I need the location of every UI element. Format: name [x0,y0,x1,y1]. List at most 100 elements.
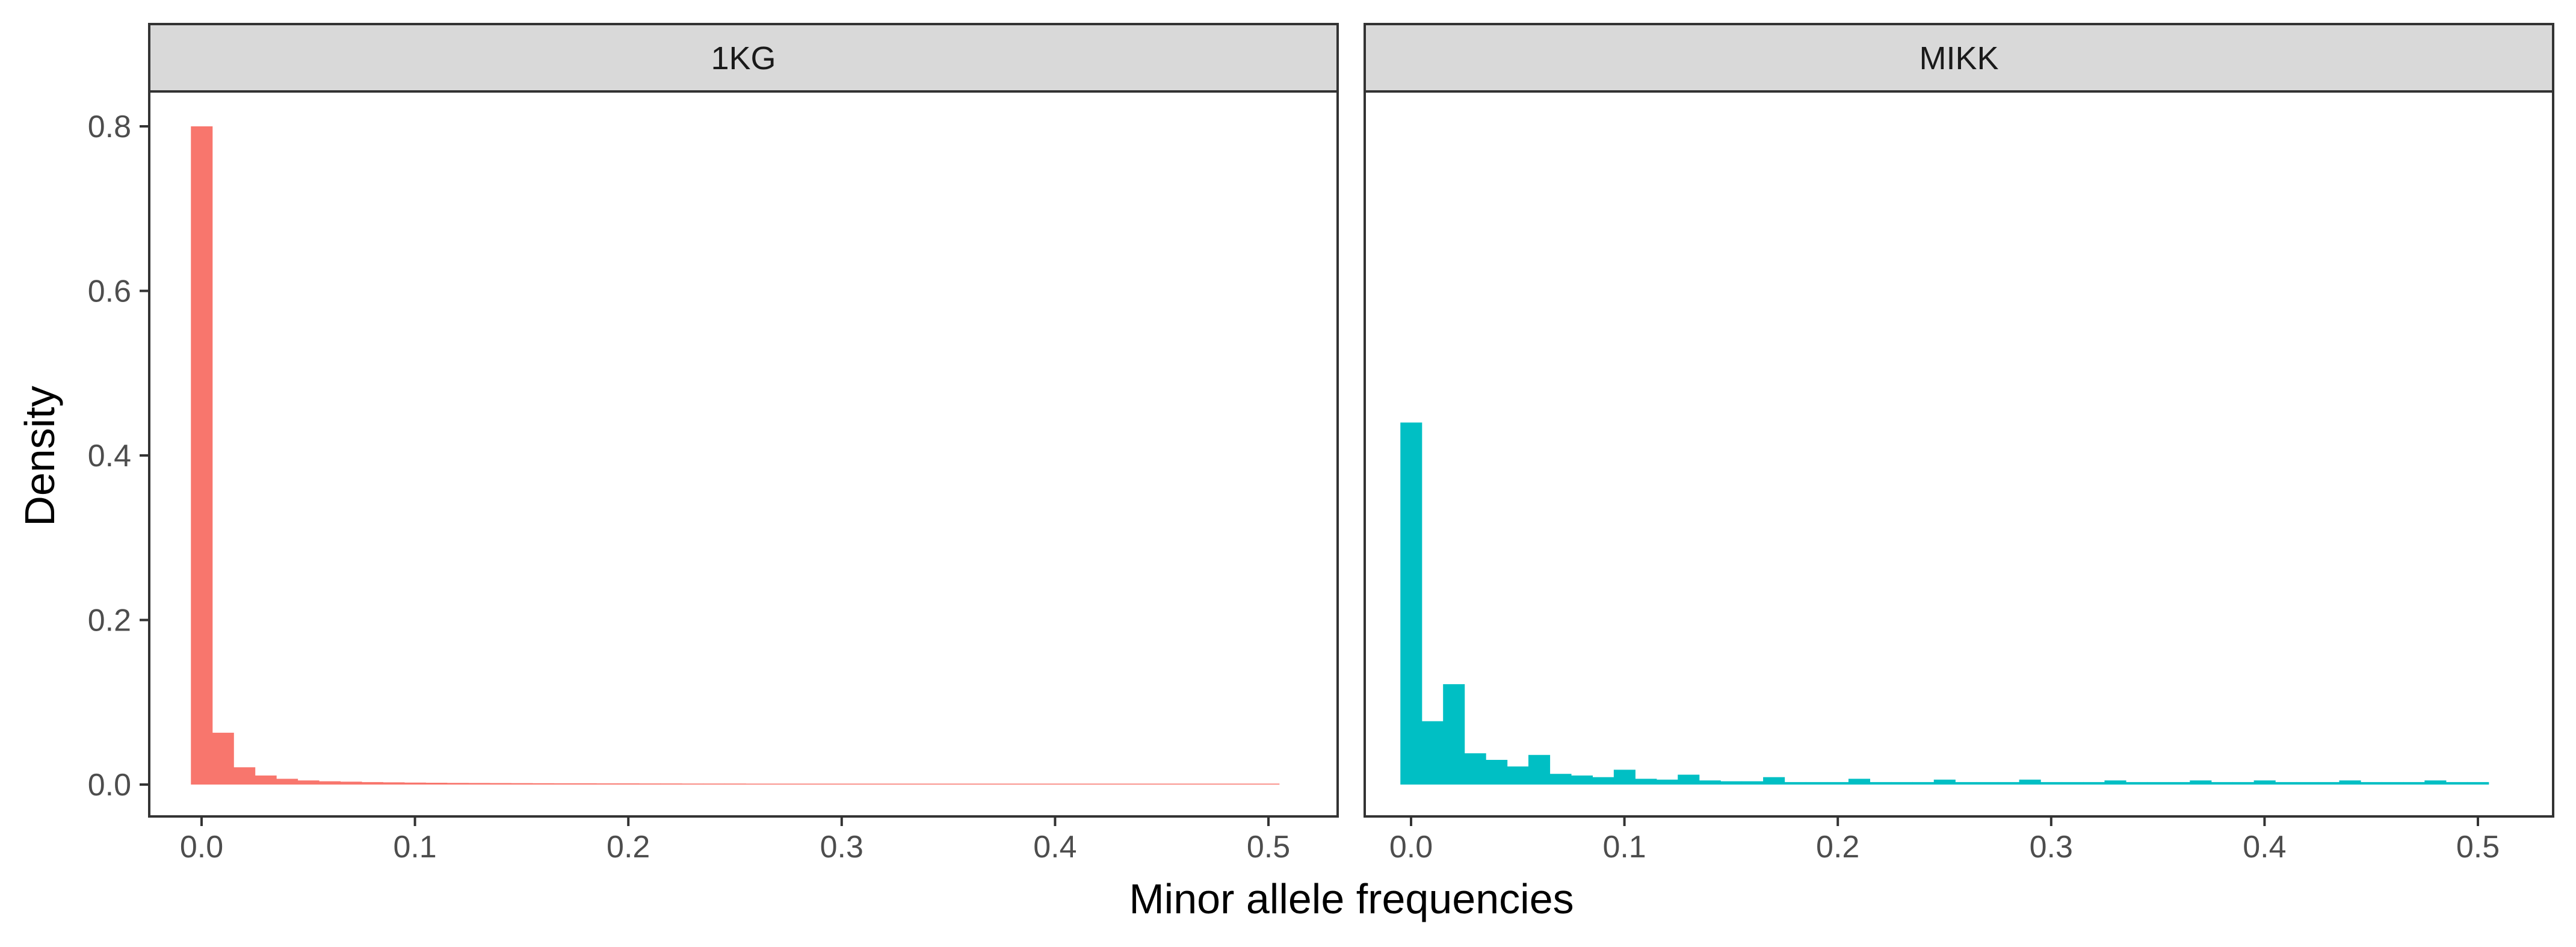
histogram-bar [1741,781,1764,785]
y-axis: 0.0 0.2 0.4 0.6 0.8 [88,110,149,803]
histogram-bar [1571,775,1593,785]
histogram-bar [2147,782,2169,785]
x-tick-label: 0.1 [1602,830,1646,865]
histogram-bar [2467,782,2489,785]
histogram-bar [1421,721,1444,785]
histogram-bar [1443,684,1465,785]
histogram-bar [1464,753,1486,785]
facet-strip-label: MIKK [1919,40,1998,76]
y-tick-label: 0.2 [88,603,131,638]
x-tick-label: 0.4 [2243,830,2286,865]
panel-mikk: MIKK 0.0 0.1 0.2 0.3 0.4 0.5 [1364,23,2554,865]
histogram-bar [724,783,746,785]
histogram-bar [1848,779,1870,785]
y-tick-label: 0.6 [88,274,131,309]
histogram-bar [1236,783,1258,785]
histogram-bar [873,783,896,785]
histogram-bar [233,767,256,785]
histogram-bar [831,783,853,785]
panel-border [148,90,1339,818]
facet-strip-label: 1KG [711,40,776,76]
histogram-bar [297,780,320,785]
histogram-bar [2125,782,2148,785]
histogram-bar [703,783,725,785]
histogram-bar [2062,782,2084,785]
histogram-bar [1151,783,1173,785]
y-tick-label: 0.4 [88,439,131,474]
histogram-bar [1023,783,1045,785]
histogram-bar [1635,779,1657,785]
x-tick-label: 0.0 [1389,830,1433,865]
histogram-bar [532,783,554,785]
histogram-bar [852,783,874,785]
histogram-bar [638,783,661,785]
histogram-bar [1400,422,1422,785]
histogram-bar [980,783,1002,785]
histogram-bar [1066,783,1088,785]
histogram-bar [1129,783,1152,785]
histogram-bars [191,126,1280,785]
histogram-bar [1998,782,2020,785]
histogram-bar [2232,782,2255,785]
histogram-bar [1720,781,1743,785]
histogram-bar [212,732,234,785]
x-tick-label: 0.3 [820,830,863,865]
panel-border [1364,90,2554,818]
histogram-bar [1215,783,1237,785]
histogram-bar [959,783,981,785]
histogram-bar [1678,774,1700,785]
histogram-bar [1258,783,1280,785]
histogram-bar [2382,782,2404,785]
histogram-bar [1656,779,1678,785]
x-axis: 0.0 0.1 0.2 0.3 0.4 0.5 [180,816,1290,865]
histogram-bar [255,775,277,785]
y-axis-title: Density [16,386,63,526]
histogram-bar [383,782,405,785]
histogram-bar [191,126,213,785]
histogram-bar [1827,782,1849,785]
x-tick-label: 0.5 [1247,830,1290,865]
histogram-bar [2296,782,2318,785]
histogram-bar [1912,782,1935,785]
histogram-bar [681,783,703,785]
x-tick-label: 0.3 [2030,830,2073,865]
histogram-bar [2424,780,2447,785]
histogram-bar [2403,782,2425,785]
facet-strip [1364,23,2554,93]
histogram-bar [575,783,597,785]
x-tick-label: 0.4 [1033,830,1076,865]
histogram-bar [2104,780,2127,785]
x-tick-label: 0.2 [607,830,650,865]
histogram-bar [1613,770,1635,785]
histogram-bar [1044,783,1066,785]
facet-strip [148,23,1339,93]
x-axis: 0.0 0.1 0.2 0.3 0.4 0.5 [1389,816,2500,865]
histogram-bar [1087,783,1109,785]
panel-1kg: 1KG 0.0 0.1 0.2 0.3 0.4 0.5 [148,23,1339,865]
histogram-bar [1806,782,1828,785]
histogram-bar [895,783,917,785]
histogram-bar [1486,759,1508,785]
histogram-bar [1528,754,1551,785]
histogram-bar [2318,782,2340,785]
histogram-bar [2360,782,2383,785]
histogram-bar [2190,780,2212,785]
histogram-bar [554,783,576,785]
histogram-bar [1976,782,1998,785]
histogram-bar [2339,780,2361,785]
histogram-bar [1507,766,1529,785]
histogram-bar [1172,783,1194,785]
histogram-bar [1699,780,1721,785]
histogram-bar [1891,782,1913,785]
histogram-bar [468,783,490,785]
histogram-bar [2083,782,2105,785]
histogram-bar [660,783,682,785]
histogram-bar [916,783,938,785]
histogram-bar [1933,779,1956,785]
histogram-bar [809,783,832,785]
histogram-bar [446,783,469,785]
histogram-bar [1763,777,1785,785]
histogram-bars [1400,422,2489,785]
histogram-bar [340,782,362,785]
